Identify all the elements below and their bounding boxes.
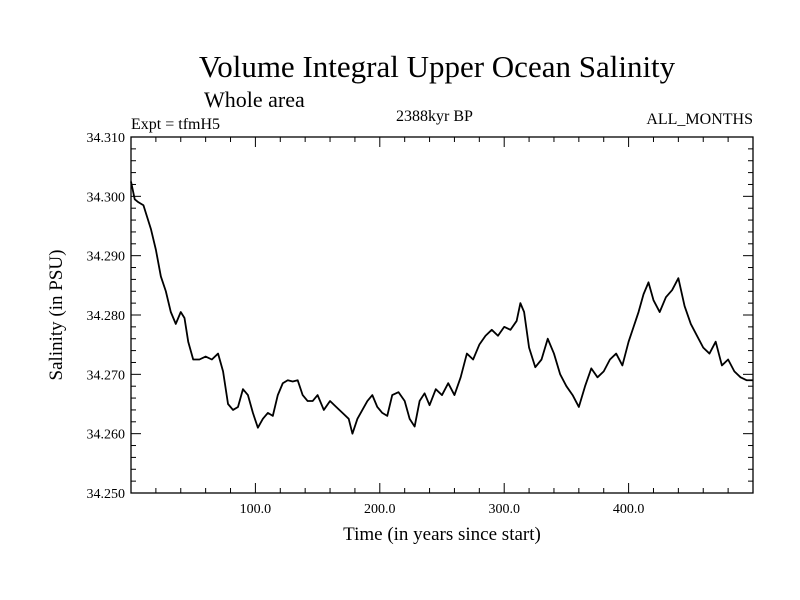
x-tick-label: 300.0 (488, 502, 520, 517)
chart-subtitle: Whole area (204, 87, 305, 112)
x-tick-label: 100.0 (240, 502, 272, 517)
y-tick-label: 34.250 (87, 487, 126, 502)
y-axis-label: Salinity (in PSU) (46, 250, 67, 381)
y-tick-label: 34.260 (87, 428, 126, 443)
y-tick-label: 34.270 (87, 368, 126, 383)
y-tick-label: 34.290 (87, 250, 126, 265)
y-tick-label: 34.300 (87, 190, 126, 205)
y-tick-label: 34.310 (87, 131, 126, 146)
period-label: 2388kyr BP (396, 108, 473, 125)
x-tick-label: 200.0 (364, 502, 396, 517)
chart-title: Volume Integral Upper Ocean Salinity (199, 49, 676, 84)
plot-area: 100.0 200.0 300.0 400.0 34.250 34.260 34.270 34… (87, 131, 753, 517)
salinity-series-line (130, 181, 753, 435)
experiment-label: Expt = tfmH5 (131, 116, 220, 133)
months-label: ALL_MONTHS (646, 111, 753, 128)
plot-frame (130, 136, 754, 494)
x-axis-label: Time (in years since start) (343, 524, 541, 545)
x-tick-label: 400.0 (613, 502, 645, 517)
y-tick-label: 34.280 (87, 309, 126, 324)
